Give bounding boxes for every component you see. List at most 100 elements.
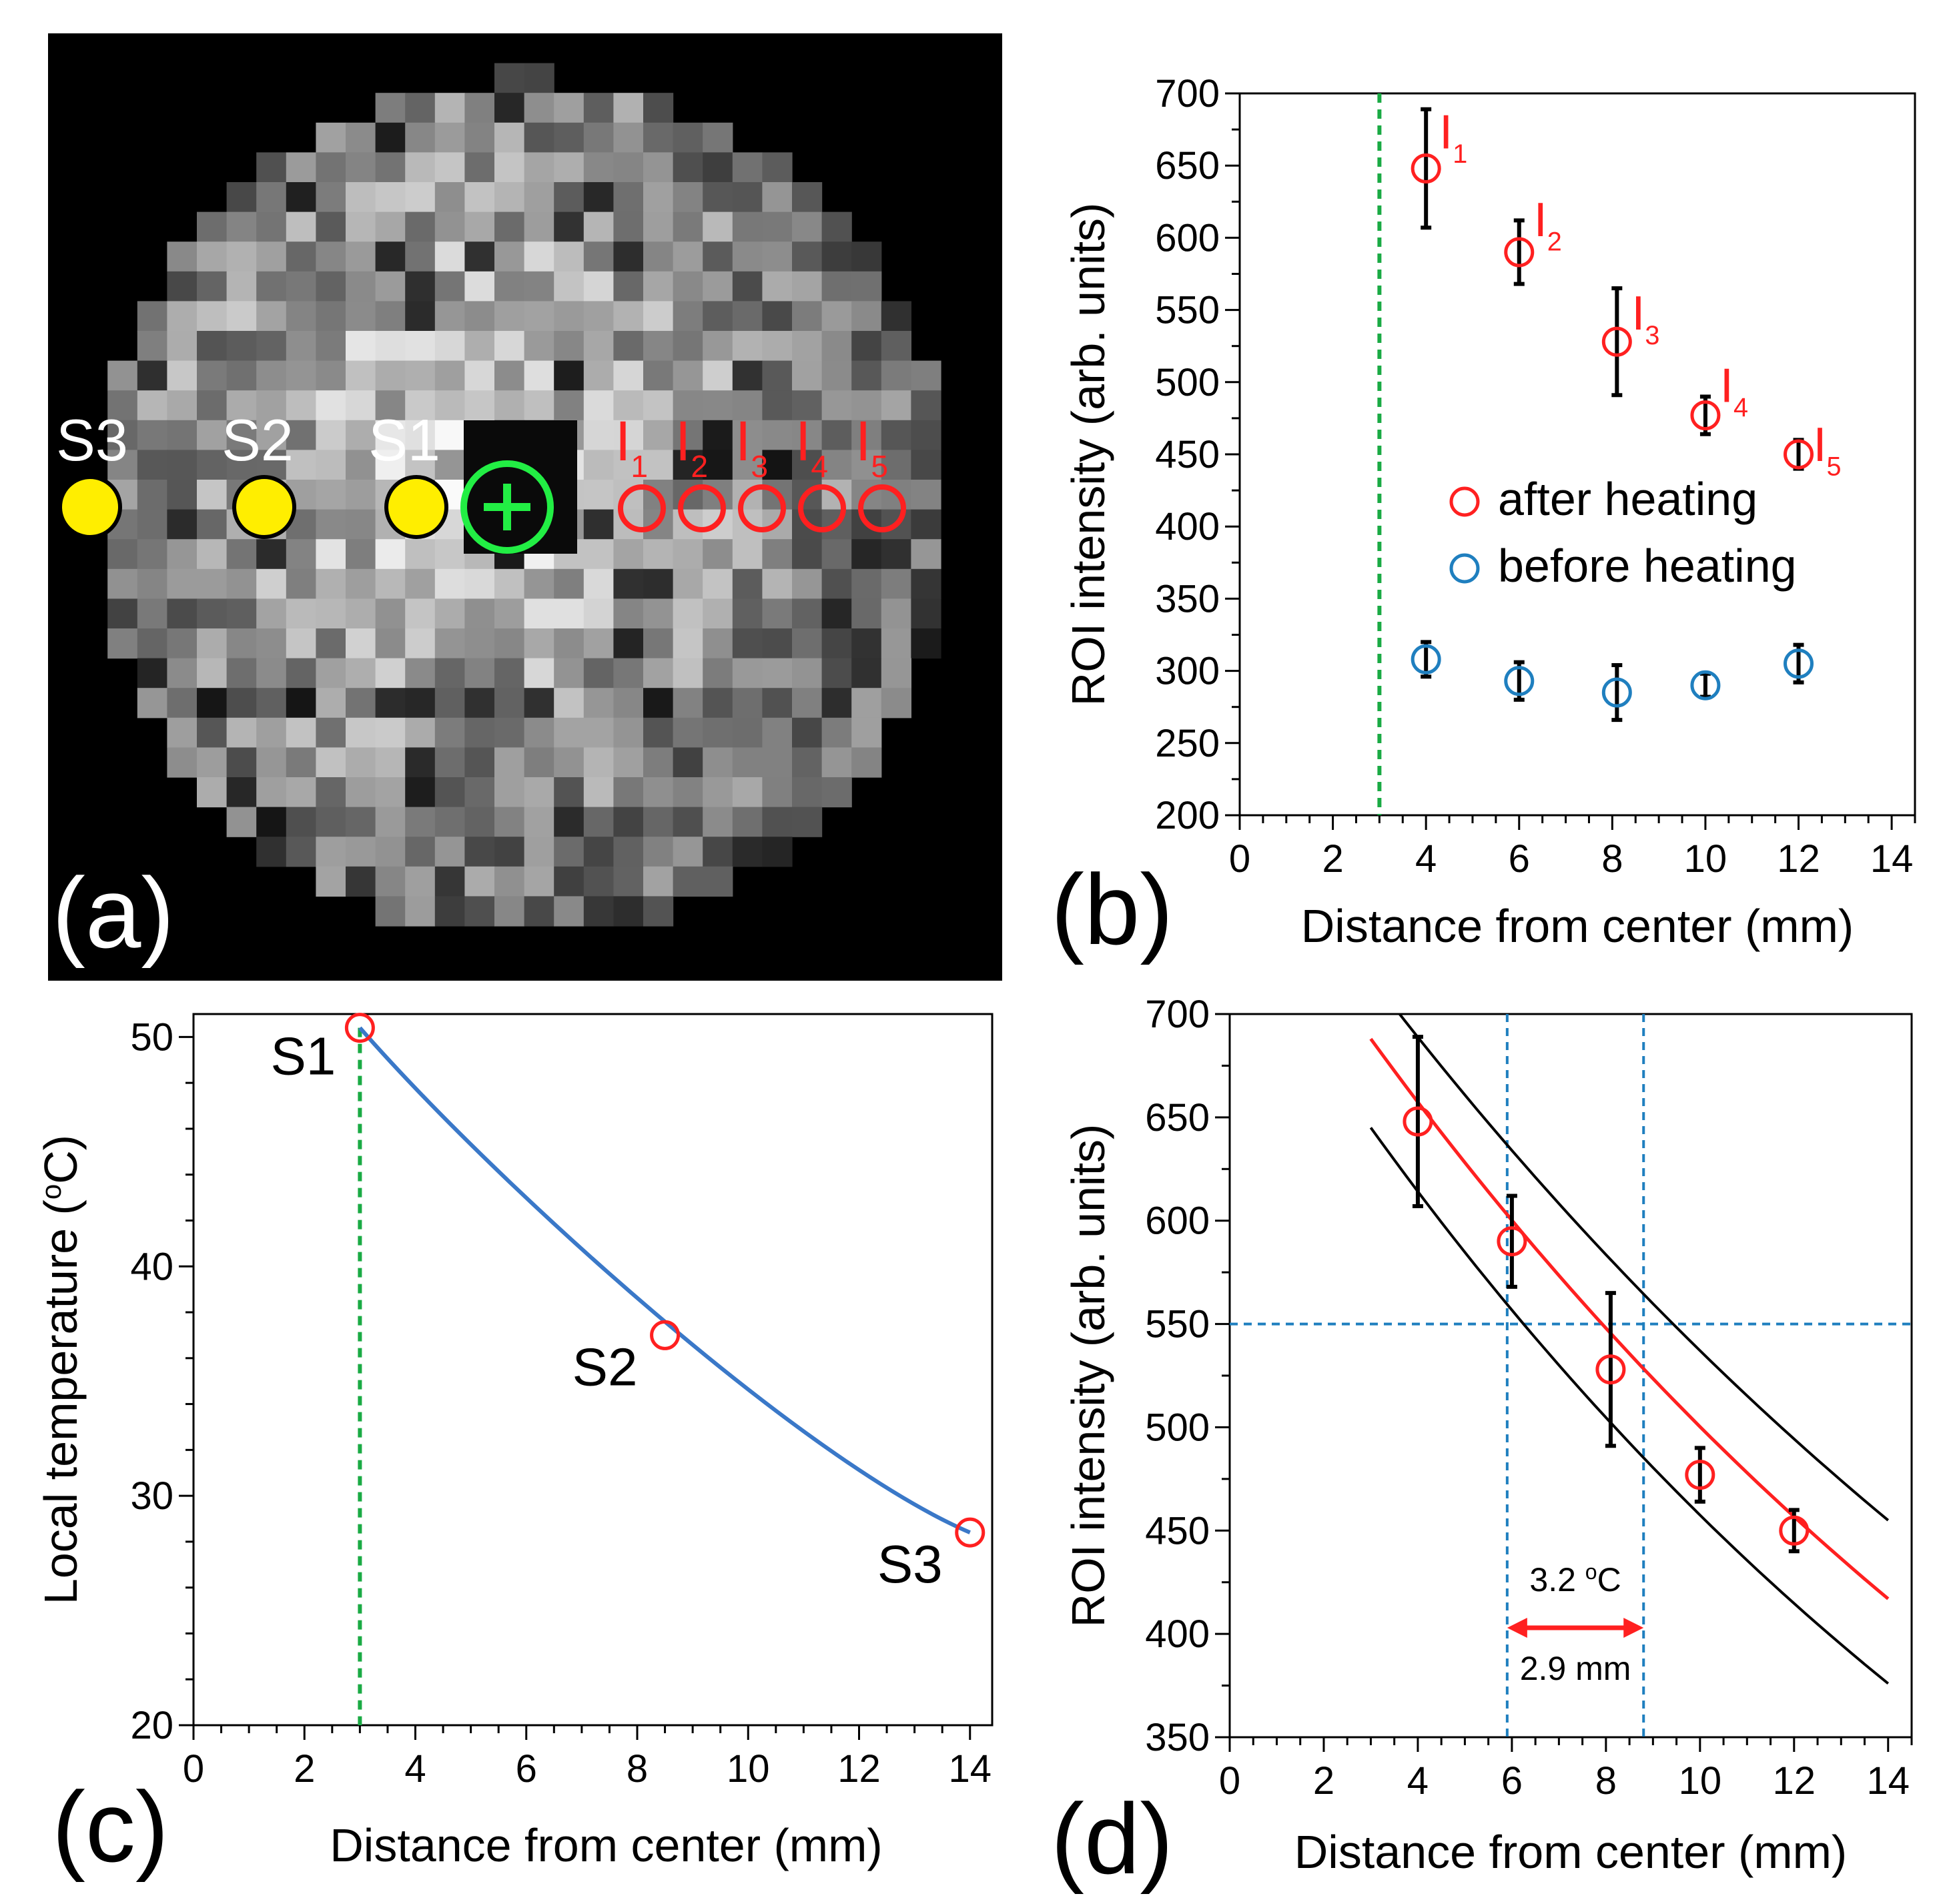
point-label-sub: 4 — [1733, 393, 1748, 422]
image-pixel — [911, 598, 941, 629]
image-pixel — [197, 211, 228, 242]
image-pixel — [167, 242, 198, 272]
image-pixel — [316, 450, 346, 480]
y-tick-label: 40 — [130, 1245, 173, 1288]
image-pixel — [583, 301, 614, 332]
image-pixel — [643, 93, 674, 123]
image-pixel — [256, 807, 287, 837]
image-pixel — [703, 688, 733, 719]
image-pixel — [226, 450, 257, 480]
after-heating-point — [1784, 439, 1814, 470]
roi-label-sub: 3 — [751, 449, 768, 484]
image-pixel — [583, 211, 614, 242]
x-tick-label: 2 — [1313, 1759, 1334, 1803]
temperature-fit-curve — [358, 1026, 971, 1534]
image-pixel — [524, 242, 554, 272]
image-pixel — [405, 837, 436, 867]
image-pixel — [405, 271, 436, 302]
image-pixel — [256, 568, 287, 599]
image-pixel — [286, 568, 316, 599]
x-axis-title: Distance from center (mm) — [1301, 900, 1854, 952]
image-pixel — [911, 509, 941, 540]
image-pixel — [226, 242, 257, 272]
image-pixel — [494, 271, 525, 302]
y-tick-label: 600 — [1145, 1200, 1210, 1243]
center-circle — [460, 460, 554, 554]
image-pixel — [137, 568, 167, 599]
image-pixel — [703, 717, 733, 748]
image-pixel — [434, 539, 465, 570]
image-dark-center — [464, 420, 577, 554]
image-pixel — [405, 301, 436, 332]
distance-range-annotation: 2.9 mm — [1520, 1650, 1631, 1687]
image-pixel — [881, 450, 911, 480]
image-pixel — [643, 390, 674, 421]
image-pixel — [316, 152, 346, 183]
image-pixel — [197, 539, 228, 570]
image-pixel — [703, 658, 733, 688]
x-tick-label: 8 — [1595, 1759, 1617, 1803]
image-pixel — [107, 390, 138, 421]
image-pixel — [732, 450, 763, 480]
image-pixel — [821, 301, 852, 332]
image-pixel — [821, 658, 852, 688]
image-pixel — [167, 301, 198, 332]
image-pixel — [732, 271, 763, 302]
image-pixel — [346, 539, 376, 570]
image-pixel — [434, 598, 465, 629]
image-pixel — [643, 777, 674, 808]
image-pixel — [643, 242, 674, 272]
image-pixel — [732, 837, 763, 867]
image-pixel — [851, 747, 882, 778]
roi-label: I1 — [615, 410, 648, 484]
image-pixel — [464, 598, 495, 629]
legend-after-label: after heating — [1498, 473, 1757, 525]
image-pixel — [583, 242, 614, 272]
image-pixel — [732, 777, 763, 808]
image-pixel — [703, 539, 733, 570]
image-pixel — [881, 568, 911, 599]
image-pixel — [911, 539, 941, 570]
image-pixel — [464, 658, 495, 688]
panel-a-overlay: S3 S2 S1 I1 I2 I3 I4 I5 — [56, 407, 906, 554]
image-pixel — [346, 301, 376, 332]
image-pixel — [792, 420, 823, 450]
image-pixel — [286, 777, 316, 808]
image-pixel — [732, 182, 763, 213]
y-tick-label: 50 — [130, 1015, 173, 1059]
image-pixel — [911, 420, 941, 450]
image-pixel — [375, 688, 406, 719]
image-pixel — [762, 271, 793, 302]
image-pixel — [405, 331, 436, 362]
image-pixel — [286, 450, 316, 480]
image-pixel — [524, 93, 554, 123]
image-pixel — [375, 807, 406, 837]
image-pixel — [494, 390, 525, 421]
image-pixel — [792, 807, 823, 837]
image-pixel — [256, 777, 287, 808]
image-pixel — [613, 688, 644, 719]
image-pixel — [316, 688, 346, 719]
image-pixel — [643, 688, 674, 719]
image-pixel — [673, 360, 703, 391]
range-arrow-left-head — [1507, 1618, 1527, 1638]
image-pixel — [851, 717, 882, 748]
image-pixel — [346, 450, 376, 480]
image-pixel — [375, 777, 406, 808]
image-pixel — [762, 360, 793, 391]
y-tick-label: 600 — [1155, 216, 1220, 260]
image-pixel — [762, 390, 793, 421]
image-pixel — [375, 539, 406, 570]
y-tick-label: 450 — [1155, 433, 1220, 476]
image-pixel — [613, 628, 644, 659]
x-tick-label: 0 — [1219, 1759, 1240, 1803]
image-pixel — [464, 331, 495, 362]
image-pixel — [643, 717, 674, 748]
image-pixel — [464, 360, 495, 391]
roi-label: I2 — [675, 410, 708, 484]
image-pixel — [732, 747, 763, 778]
source-marker — [232, 475, 296, 539]
panel-b-label: (b) — [1051, 853, 1173, 965]
image-pixel — [524, 63, 554, 93]
image-pixel — [703, 807, 733, 837]
